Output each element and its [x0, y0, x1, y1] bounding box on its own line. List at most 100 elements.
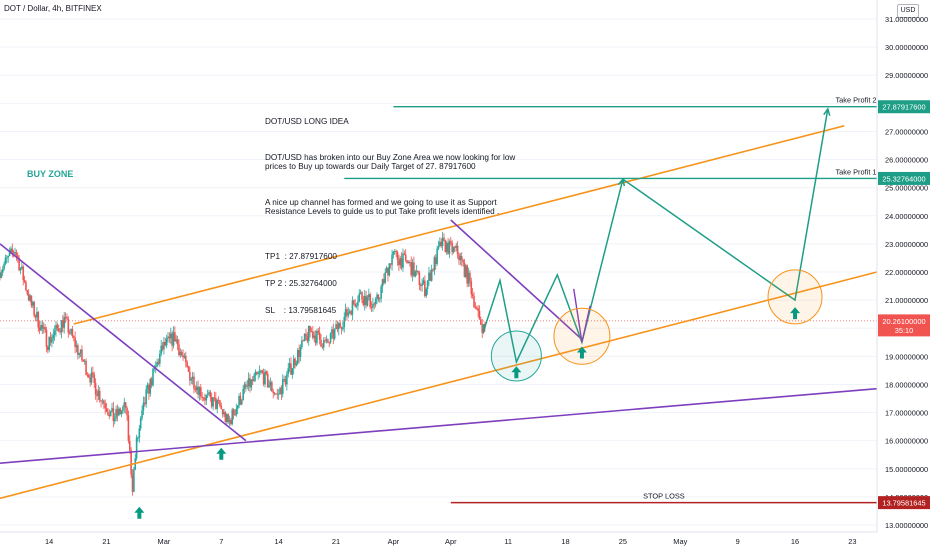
- candle-body: [426, 281, 429, 289]
- candle-body: [160, 345, 162, 354]
- candle-body: [120, 410, 123, 415]
- candle-body: [31, 301, 34, 306]
- candle-body: [105, 408, 108, 412]
- candle-body: [290, 363, 292, 375]
- candle-body: [104, 403, 106, 409]
- candle-body: [370, 307, 373, 308]
- candle-body: [439, 241, 441, 247]
- candle-body: [51, 338, 53, 343]
- x-tick-label-apr: Apr: [445, 537, 457, 546]
- candle-body: [206, 393, 209, 395]
- currency-badge[interactable]: USD: [897, 4, 919, 18]
- candle-body: [83, 360, 86, 362]
- candle-body: [116, 409, 119, 416]
- candle-body: [142, 402, 145, 411]
- purple-dip-line: [573, 288, 591, 343]
- candle-body: [165, 338, 168, 346]
- candle-body: [219, 400, 221, 406]
- level-price-tag: [878, 496, 930, 510]
- candle-body: [201, 396, 203, 398]
- candle-body: [63, 316, 66, 328]
- candle-body: [86, 374, 89, 376]
- y-tick-label: 31.00000000: [885, 15, 928, 24]
- axes: 13.0000000014.0000000015.0000000016.0000…: [45, 15, 930, 546]
- candle-body: [276, 393, 279, 395]
- candle-body: [161, 345, 164, 350]
- y-tick-label: 25.00000000: [885, 184, 928, 193]
- candle-body: [141, 410, 143, 419]
- candle-body: [174, 332, 176, 342]
- candle-body: [294, 358, 296, 366]
- candle-body: [306, 336, 309, 342]
- candle-body: [0, 272, 1, 278]
- candle-body: [346, 309, 348, 316]
- candle-body: [96, 394, 98, 397]
- candle-body: [385, 267, 388, 273]
- candle-body: [175, 339, 178, 342]
- candle-body: [303, 333, 306, 341]
- y-tick-label: 30.00000000: [885, 43, 928, 52]
- x-tick-label: 23: [848, 537, 856, 546]
- candle-body: [361, 292, 363, 300]
- candle-body: [247, 378, 250, 387]
- candle-body: [10, 248, 12, 253]
- candle-body: [189, 371, 191, 381]
- candle-body: [234, 414, 236, 416]
- candle-body: [242, 388, 244, 401]
- y-tick-label: 13.00000000: [885, 521, 928, 530]
- projection-line: [482, 108, 829, 365]
- candle-body: [272, 391, 275, 393]
- candle-body: [44, 327, 46, 330]
- level-label: Take Profit 2: [835, 96, 876, 105]
- candle-body: [30, 295, 33, 306]
- candle-body: [92, 372, 94, 375]
- y-tick-label: 18.00000000: [885, 380, 928, 389]
- candle-body: [72, 336, 75, 338]
- level-price-tag: [878, 171, 930, 185]
- candle-body: [246, 386, 249, 387]
- candle-body: [66, 316, 68, 319]
- candle-body: [154, 366, 157, 368]
- candle-body: [393, 251, 396, 252]
- candle-body: [124, 402, 127, 408]
- candle-body: [333, 329, 336, 339]
- candle-body: [26, 290, 29, 295]
- candle-body: [57, 328, 60, 332]
- idea-body-1: DOT/USD has broken into our Buy Zone Are…: [265, 153, 518, 171]
- candle-body: [318, 332, 321, 340]
- candle-body: [463, 262, 466, 277]
- candle-body: [119, 408, 122, 415]
- candle-body: [392, 251, 395, 255]
- candle-body: [368, 294, 370, 298]
- candle-body: [339, 323, 341, 328]
- candle-body: [260, 370, 262, 372]
- candle-body: [325, 339, 328, 341]
- candle-body: [157, 362, 160, 364]
- candle-body: [480, 319, 482, 325]
- candle-body: [307, 325, 310, 342]
- candle-body: [137, 437, 139, 439]
- candle-body: [347, 312, 350, 316]
- candle-body: [115, 409, 117, 419]
- candle-body: [79, 349, 82, 354]
- level-label: STOP LOSS: [643, 492, 685, 501]
- candle-body: [148, 384, 150, 394]
- candle-body: [204, 398, 206, 401]
- candle-body: [257, 373, 259, 374]
- x-tick-label: 21: [332, 537, 340, 546]
- buy-circle: [767, 269, 823, 325]
- candle-body: [1, 269, 4, 273]
- candle-body: [138, 428, 141, 438]
- candle-body: [283, 379, 285, 380]
- candle-body: [395, 251, 397, 253]
- candle-body: [107, 411, 109, 415]
- candle-body: [118, 408, 120, 416]
- candle-body: [139, 418, 142, 429]
- candle-body: [337, 323, 340, 330]
- candle-body: [12, 252, 15, 254]
- candle-body: [281, 379, 284, 395]
- candle-body: [101, 400, 104, 402]
- candle-body: [47, 346, 49, 350]
- candle-body: [351, 300, 354, 315]
